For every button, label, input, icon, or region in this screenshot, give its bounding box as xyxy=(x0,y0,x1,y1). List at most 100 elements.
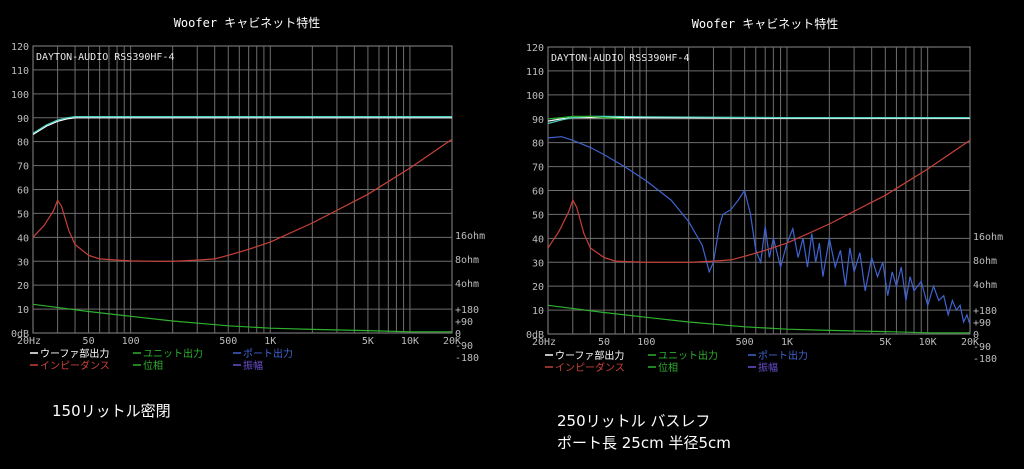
y-tick-label: 0dB xyxy=(11,329,29,340)
y-tick-label: 60 xyxy=(17,186,29,197)
legend-entry: インピーダンス xyxy=(30,359,110,372)
y-tick-label: 90 xyxy=(17,114,29,125)
legend-label: ユニット出力 xyxy=(658,349,718,362)
legend-label: インピーダンス xyxy=(555,361,625,374)
caption-right-line2: ポート長 25cm 半径5cm xyxy=(557,434,731,452)
legend-label: ウーファ部出力 xyxy=(40,347,109,360)
legend-label: ポート出力 xyxy=(243,347,293,360)
right-tick-label: -180 xyxy=(455,353,479,364)
legend-label: インピーダンス xyxy=(40,359,110,372)
y-tick-label: 30 xyxy=(17,257,29,268)
right-tick-label: +90 xyxy=(455,317,473,328)
y-tick-label: 70 xyxy=(17,162,29,173)
y-tick-label: 20 xyxy=(532,282,544,293)
caption-right-line1: 250リットル バスレフ xyxy=(557,412,711,430)
legend-label: ウーファ部出力 xyxy=(555,349,624,362)
right-tick-label: 4ohm xyxy=(455,279,479,290)
series-line xyxy=(548,115,970,125)
y-tick-label: 60 xyxy=(532,187,544,198)
series-line xyxy=(33,117,452,136)
y-tick-label: 30 xyxy=(532,258,544,269)
right-tick-label: -90 xyxy=(455,341,473,352)
legend-entry: ユニット出力 xyxy=(133,347,203,360)
series-line xyxy=(548,136,970,325)
series-line xyxy=(33,115,452,134)
legend-label: 振幅 xyxy=(243,359,263,372)
right-tick-label: 8ohm xyxy=(973,256,997,267)
legend-label: ポート出力 xyxy=(758,349,808,362)
legend-label: 振幅 xyxy=(758,361,778,374)
x-tick-label: 100 xyxy=(122,336,140,347)
chart-title: Woofer キャビネット特性 xyxy=(174,15,321,30)
right-tick-label: 4ohm xyxy=(973,280,997,291)
right-tick-label: +90 xyxy=(973,318,991,329)
legend-entry: ポート出力 xyxy=(233,347,293,360)
y-tick-label: 100 xyxy=(11,90,29,101)
series-line xyxy=(33,138,452,262)
y-tick-label: 70 xyxy=(532,163,544,174)
x-tick-label: 5K xyxy=(362,336,374,347)
legend-entry: 位相 xyxy=(133,359,163,372)
right-tick-label: -180 xyxy=(973,354,997,365)
legend-entry: インピーダンス xyxy=(545,361,625,374)
y-tick-label: 80 xyxy=(17,138,29,149)
x-tick-label: 1K xyxy=(264,336,276,347)
series-line xyxy=(548,115,625,120)
y-tick-label: 110 xyxy=(526,67,544,78)
x-tick-label: 500 xyxy=(736,337,754,348)
right-tick-label: 16ohm xyxy=(455,231,485,242)
y-tick-label: 120 xyxy=(11,42,29,53)
x-tick-label: 10K xyxy=(919,337,937,348)
y-tick-label: 100 xyxy=(526,91,544,102)
legend-entry: 振幅 xyxy=(233,359,263,372)
chart-annotation: DAYTON-AUDIO RSS390HF-4 xyxy=(36,52,174,63)
y-tick-label: 80 xyxy=(532,139,544,150)
y-tick-label: 40 xyxy=(17,233,29,244)
y-tick-label: 50 xyxy=(532,210,544,221)
caption-left: 150リットル密閉 xyxy=(52,402,171,420)
x-tick-label: 500 xyxy=(219,336,237,347)
right-tick-label: +180 xyxy=(973,306,997,317)
right-tick-label: 0 xyxy=(973,330,979,341)
legend-entry: ユニット出力 xyxy=(648,349,718,362)
x-tick-label: 20K xyxy=(443,336,461,347)
right-tick-label: 0 xyxy=(455,329,461,340)
legend-label: ユニット出力 xyxy=(143,347,203,360)
y-tick-label: 10 xyxy=(17,305,29,316)
legend-label: 位相 xyxy=(143,359,163,372)
right-tick-label: 16ohm xyxy=(973,232,1003,243)
y-tick-label: 90 xyxy=(532,115,544,126)
legend-entry: ウーファ部出力 xyxy=(30,347,109,360)
series-line xyxy=(548,139,970,263)
x-tick-label: 5K xyxy=(879,337,891,348)
x-tick-label: 20Hz xyxy=(532,337,556,348)
chart-2: Woofer キャビネット特性 DAYTON-AUDIO RSS390HF-4 0d… xyxy=(526,16,1003,374)
right-tick-label: -90 xyxy=(973,342,991,353)
y-tick-label: 120 xyxy=(526,43,544,54)
legend-entry: 位相 xyxy=(648,361,678,374)
legend-entry: ポート出力 xyxy=(748,349,808,362)
right-tick-label: 8ohm xyxy=(455,255,479,266)
chart-1: Woofer キャビネット特性 DAYTON-AUDIO RSS390HF-4 0d… xyxy=(11,15,485,372)
y-tick-label: 0dB xyxy=(526,330,544,341)
series-line xyxy=(548,304,970,334)
x-tick-label: 20K xyxy=(961,337,979,348)
legend-entry: ウーファ部出力 xyxy=(545,349,624,362)
x-tick-label: 100 xyxy=(637,337,655,348)
y-tick-label: 20 xyxy=(17,281,29,292)
x-tick-label: 10K xyxy=(401,336,419,347)
x-tick-label: 50 xyxy=(83,336,95,347)
x-tick-label: 20Hz xyxy=(17,336,41,347)
chart-annotation: DAYTON-AUDIO RSS390HF-4 xyxy=(551,53,689,64)
y-tick-label: 110 xyxy=(11,66,29,77)
x-tick-label: 1K xyxy=(781,337,793,348)
y-tick-label: 40 xyxy=(532,234,544,245)
legend-entry: 振幅 xyxy=(748,361,778,374)
series-line xyxy=(33,303,452,333)
y-tick-label: 10 xyxy=(532,306,544,317)
legend-label: 位相 xyxy=(658,361,678,374)
chart-title: Woofer キャビネット特性 xyxy=(692,16,839,31)
x-tick-label: 50 xyxy=(598,337,610,348)
y-tick-label: 50 xyxy=(17,209,29,220)
